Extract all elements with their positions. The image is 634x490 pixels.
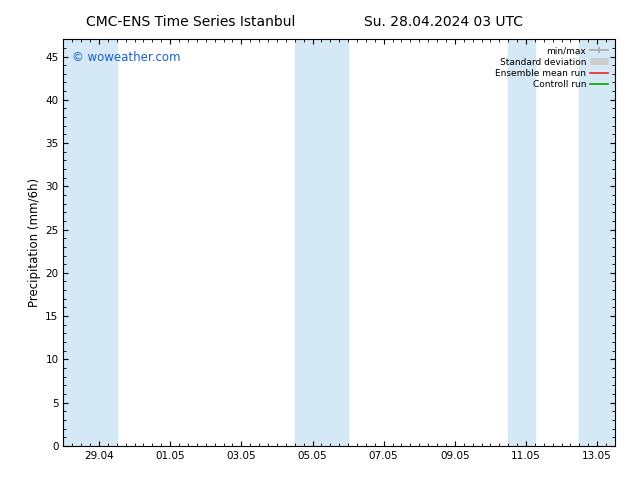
Legend: min/max, Standard deviation, Ensemble mean run, Controll run: min/max, Standard deviation, Ensemble me…	[493, 44, 611, 92]
Bar	[295, 39, 348, 446]
Text: © woweather.com: © woweather.com	[72, 51, 180, 64]
Bar	[508, 39, 535, 446]
Text: Su. 28.04.2024 03 UTC: Su. 28.04.2024 03 UTC	[365, 15, 523, 29]
Bar	[63, 39, 117, 446]
Y-axis label: Precipitation (mm/6h): Precipitation (mm/6h)	[28, 178, 41, 307]
Text: CMC-ENS Time Series Istanbul: CMC-ENS Time Series Istanbul	[86, 15, 295, 29]
Bar	[579, 39, 615, 446]
